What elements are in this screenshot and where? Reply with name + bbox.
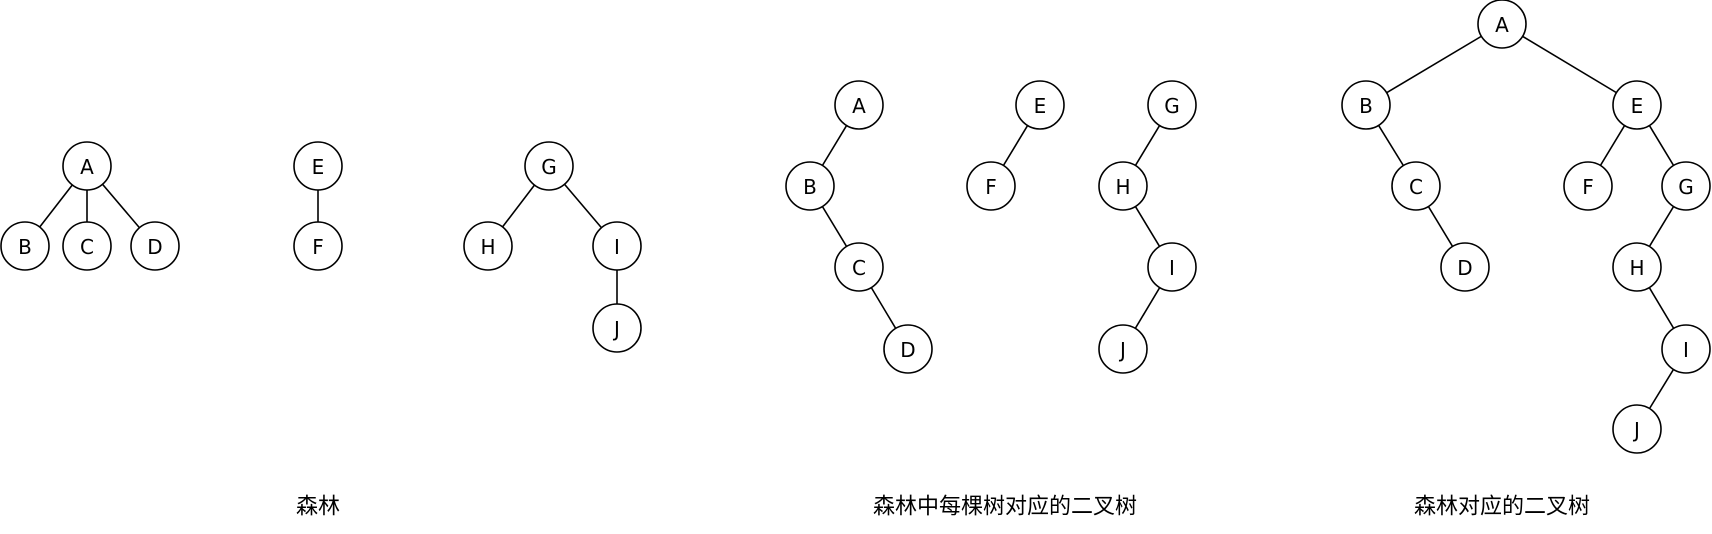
- node-p1-t0-B: B: [785, 161, 835, 211]
- node-p1-t2-I: I: [1147, 242, 1197, 292]
- node-label: D: [1457, 256, 1472, 280]
- node-p2-t0-D: D: [1440, 242, 1490, 292]
- edge-p2-t0-A-E: [1501, 23, 1638, 106]
- node-p1-t0-D: D: [883, 324, 933, 374]
- node-label: A: [852, 94, 866, 118]
- node-p0-t1-F: F: [293, 221, 343, 271]
- node-p0-t1-E: E: [293, 141, 343, 191]
- node-label: B: [1359, 94, 1373, 118]
- node-label: J: [612, 317, 620, 341]
- node-p2-t0-E: E: [1612, 80, 1662, 130]
- node-circle: [0, 221, 50, 271]
- node-circle: [1612, 242, 1662, 292]
- node-p2-t0-G: G: [1661, 161, 1711, 211]
- node-circle: [1098, 161, 1148, 211]
- node-label: C: [1409, 175, 1423, 199]
- node-label: H: [480, 235, 495, 259]
- node-circle: [293, 221, 343, 271]
- node-label: I: [1169, 256, 1175, 280]
- node-p1-t2-G: G: [1147, 80, 1197, 130]
- node-circle: [1661, 161, 1711, 211]
- captions-layer: 森林 森林中每棵树对应的二叉树 森林对应的二叉树: [296, 495, 1590, 520]
- node-circle: [1563, 161, 1613, 211]
- node-circle: [592, 303, 642, 353]
- node-p2-t0-B: B: [1341, 80, 1391, 130]
- node-circle: [1147, 80, 1197, 130]
- node-p2-t0-F: F: [1563, 161, 1613, 211]
- node-circle: [1477, 0, 1527, 49]
- node-circle: [1098, 324, 1148, 374]
- node-label: E: [312, 155, 325, 179]
- node-circle: [1440, 242, 1490, 292]
- node-p1-t0-A: A: [834, 80, 884, 130]
- node-label: D: [147, 235, 162, 259]
- node-label: I: [614, 235, 620, 259]
- node-p0-t2-H: H: [463, 221, 513, 271]
- node-label: H: [1115, 175, 1130, 199]
- node-p0-t0-D: D: [130, 221, 180, 271]
- node-label: C: [852, 256, 866, 280]
- node-p0-t0-A: A: [62, 141, 112, 191]
- node-label: D: [900, 338, 915, 362]
- node-circle: [1391, 161, 1441, 211]
- node-circle: [62, 141, 112, 191]
- node-p1-t1-E: E: [1015, 80, 1065, 130]
- node-p2-t0-C: C: [1391, 161, 1441, 211]
- caption-forest-binary-tree: 森林对应的二叉树: [1414, 495, 1590, 520]
- node-circle: [883, 324, 933, 374]
- node-circle: [834, 80, 884, 130]
- node-p0-t2-G: G: [524, 141, 574, 191]
- node-label: H: [1629, 256, 1644, 280]
- node-circle: [463, 221, 513, 271]
- node-label: J: [1118, 338, 1126, 362]
- node-p0-t0-B: B: [0, 221, 50, 271]
- node-circle: [1661, 324, 1711, 374]
- node-label: B: [803, 175, 817, 199]
- node-circle: [1341, 80, 1391, 130]
- node-circle: [293, 141, 343, 191]
- node-p2-t0-J: J: [1612, 404, 1662, 454]
- node-label: G: [541, 155, 557, 179]
- node-label: G: [1678, 175, 1694, 199]
- node-label: C: [80, 235, 94, 259]
- node-circle: [966, 161, 1016, 211]
- node-p1-t0-C: C: [834, 242, 884, 292]
- node-circle: [1147, 242, 1197, 292]
- node-circle: [524, 141, 574, 191]
- node-label: B: [18, 235, 32, 259]
- node-label: I: [1683, 338, 1689, 362]
- node-circle: [1612, 80, 1662, 130]
- node-label: F: [985, 175, 997, 199]
- node-label: F: [1582, 175, 1594, 199]
- edge-p2-t0-A-B: [1365, 23, 1503, 106]
- node-p1-t2-H: H: [1098, 161, 1148, 211]
- node-p2-t0-A: A: [1477, 0, 1527, 49]
- node-circle: [1015, 80, 1065, 130]
- node-p0-t2-J: J: [592, 303, 642, 353]
- node-label: F: [312, 235, 324, 259]
- node-label: E: [1631, 94, 1644, 118]
- node-p0-t2-I: I: [592, 221, 642, 271]
- node-circle: [834, 242, 884, 292]
- node-label: A: [1495, 13, 1509, 37]
- node-circle: [62, 221, 112, 271]
- node-p0-t0-C: C: [62, 221, 112, 271]
- node-p2-t0-H: H: [1612, 242, 1662, 292]
- node-circle: [1612, 404, 1662, 454]
- node-circle: [785, 161, 835, 211]
- caption-per-tree-binary-trees: 森林中每棵树对应的二叉树: [873, 495, 1137, 520]
- node-label: G: [1164, 94, 1180, 118]
- node-label: J: [1632, 418, 1640, 442]
- node-circle: [130, 221, 180, 271]
- node-circle: [592, 221, 642, 271]
- node-p1-t2-J: J: [1098, 324, 1148, 374]
- nodes-layer: A B C D E F G H I J A B C D E F G H I J A B C D E F G H I J: [0, 0, 1711, 454]
- node-p2-t0-I: I: [1661, 324, 1711, 374]
- node-label: E: [1034, 94, 1047, 118]
- caption-forest: 森林: [296, 495, 340, 520]
- node-label: A: [80, 155, 94, 179]
- node-p1-t1-F: F: [966, 161, 1016, 211]
